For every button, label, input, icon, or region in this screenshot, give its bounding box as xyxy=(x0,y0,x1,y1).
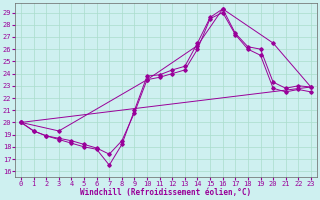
X-axis label: Windchill (Refroidissement éolien,°C): Windchill (Refroidissement éolien,°C) xyxy=(80,188,252,197)
